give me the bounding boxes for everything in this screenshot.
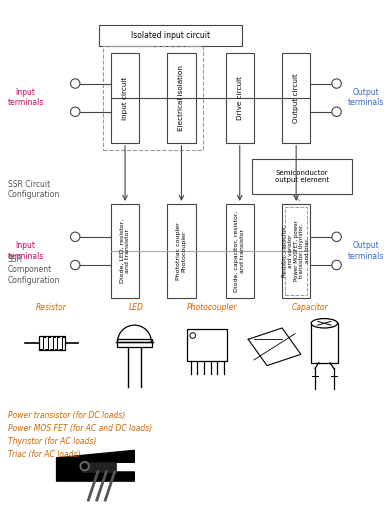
Text: Input
terminals: Input terminals [7,88,44,108]
Circle shape [71,107,80,117]
Circle shape [71,79,80,89]
Circle shape [332,260,341,270]
Text: Electrical isolation: Electrical isolation [178,65,185,131]
Polygon shape [117,325,151,342]
Bar [103,46,203,151]
Text: Drive circuit: Drive circuit [237,76,243,120]
Text: Output
terminals: Output terminals [348,88,384,108]
Text: Capacitor: Capacitor [292,303,328,312]
Text: Power transistor (for DC loads): Power transistor (for DC loads) [7,411,125,420]
Text: Phototriac coupler
Photocoupler: Phototriac coupler Photocoupler [176,222,187,280]
Circle shape [332,107,341,117]
Bar [187,329,227,361]
Bar [282,54,310,143]
Text: Photocoupler: Photocoupler [186,303,237,312]
Text: Resistor: Resistor [36,303,67,312]
Text: Resistor, capacitor,
and varistor
Power MOSFET, power
transistor, thyristor,
and: Resistor, capacitor, and varistor Power … [282,220,310,281]
Polygon shape [82,463,116,472]
Bar [117,339,152,347]
Polygon shape [56,450,134,481]
Bar [168,54,196,143]
Circle shape [332,79,341,89]
Text: Power MOS FET (for AC and DC loads): Power MOS FET (for AC and DC loads) [7,424,152,433]
Bar [226,54,254,143]
Text: Output circuit: Output circuit [293,73,299,123]
Text: SSR Circuit
Configuration: SSR Circuit Configuration [7,180,60,199]
Circle shape [80,462,89,471]
Circle shape [71,260,80,270]
Circle shape [332,232,341,242]
Bar [111,54,139,143]
Bar [99,25,242,46]
Text: Isolated input circuit: Isolated input circuit [130,31,210,40]
Text: Input
terminals: Input terminals [7,241,44,261]
Bar [285,207,307,295]
Bar [168,204,196,298]
Ellipse shape [311,319,337,328]
Circle shape [71,232,80,242]
Bar [282,204,310,298]
Text: Thyristor (for AC loads): Thyristor (for AC loads) [7,437,96,446]
Bar [252,159,352,195]
Bar [111,204,139,298]
Polygon shape [248,328,301,366]
Circle shape [190,333,196,338]
Text: Output
terminals: Output terminals [348,241,384,261]
Text: SSR
Component
Configuration: SSR Component Configuration [7,255,60,285]
Text: Diode, capacitor, resistor,
and transistor: Diode, capacitor, resistor, and transist… [234,210,245,292]
Text: Triac (for AC loads): Triac (for AC loads) [7,450,80,459]
Bar [39,337,65,350]
Bar [226,204,254,298]
Text: Input circuit: Input circuit [122,76,128,120]
Bar [311,323,337,363]
Circle shape [82,463,88,469]
Text: Semiconductor
output element: Semiconductor output element [275,170,329,183]
Text: LED: LED [129,303,144,312]
Text: Diode, LED, resistor,
and transistor: Diode, LED, resistor, and transistor [120,219,130,283]
